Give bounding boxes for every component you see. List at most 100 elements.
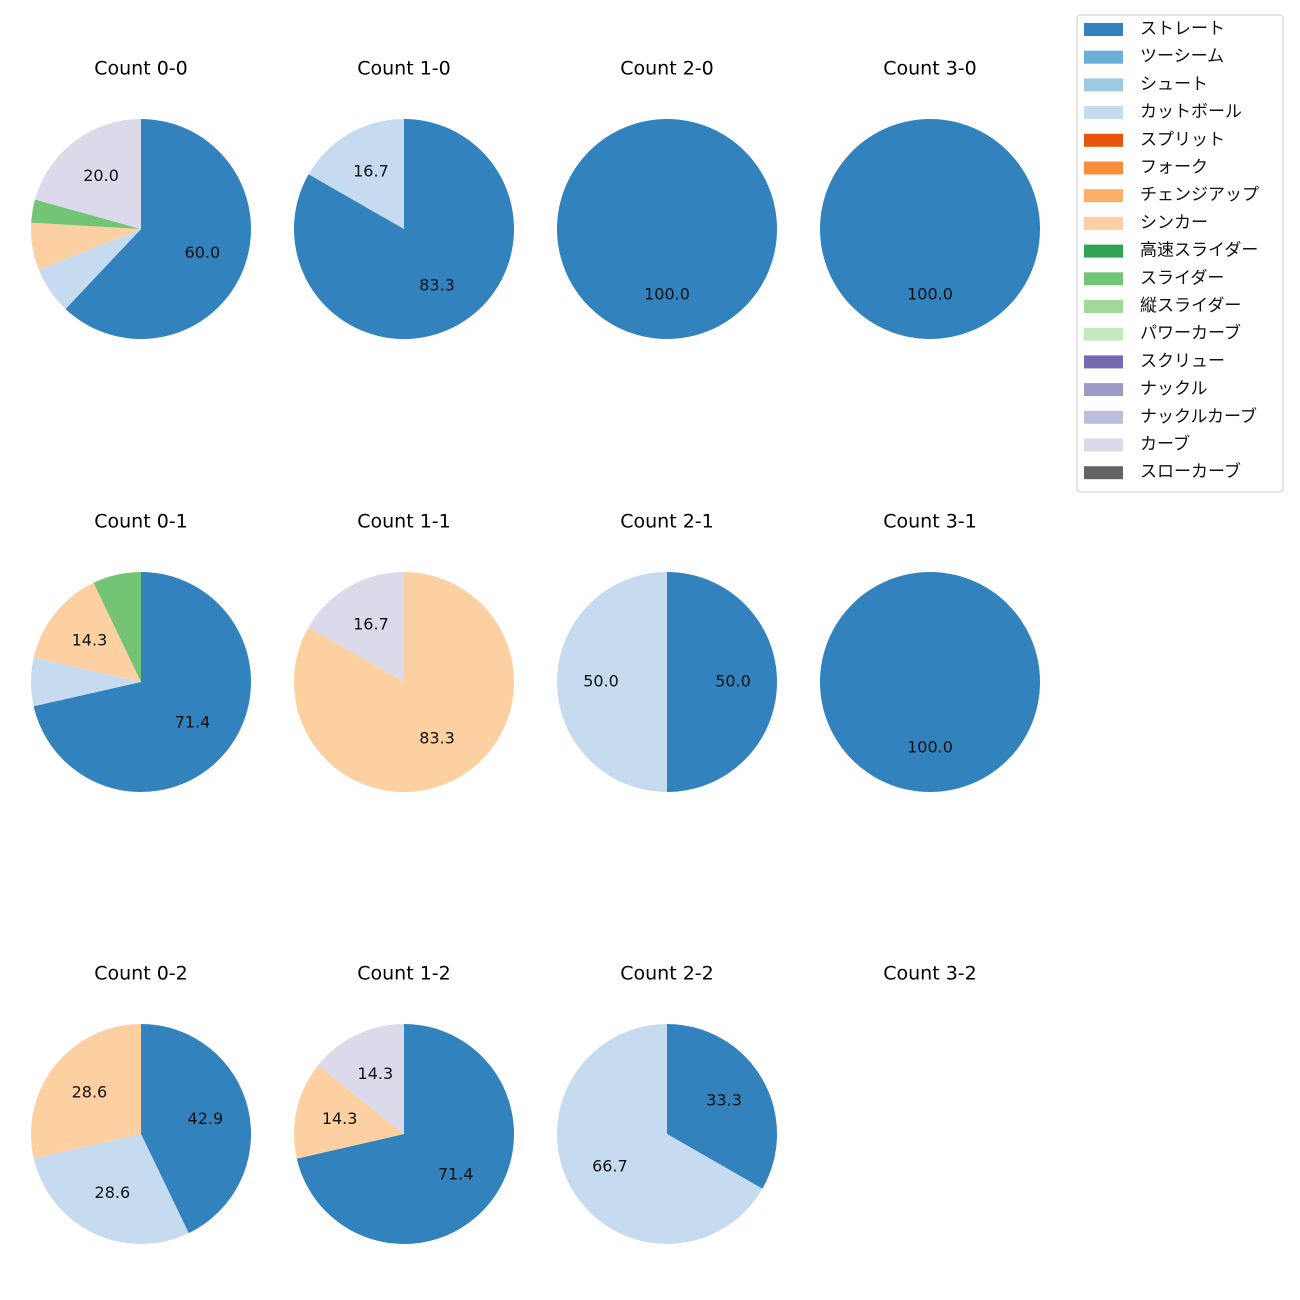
legend-label: スプリット	[1140, 130, 1225, 150]
legend-swatch	[1084, 410, 1123, 424]
legend-swatch	[1084, 23, 1123, 36]
legend-swatch	[1084, 78, 1123, 92]
pie-title: Count 0-2	[94, 963, 188, 985]
pie-slice	[820, 119, 1040, 339]
pie-chart: Count 1-0 83.3 16.7	[293, 58, 514, 339]
legend-item: ナックル	[1084, 379, 1208, 399]
slice-label: 33.3	[706, 1090, 742, 1109]
legend-item: ナックルカーブ	[1084, 406, 1257, 427]
legend-label: 縦スライダー	[1140, 296, 1241, 316]
pie-title: Count 2-1	[620, 511, 714, 533]
legend-swatch	[1084, 161, 1123, 175]
legend-item: スライダー	[1084, 268, 1224, 288]
legend-label: ツーシーム	[1140, 47, 1224, 67]
pie-slice	[33, 582, 141, 682]
legend-label: スライダー	[1140, 268, 1224, 288]
legend-label: シュート	[1140, 74, 1208, 94]
legend-swatch	[1084, 133, 1123, 147]
pie-slice	[293, 1065, 404, 1159]
legend-label: カーブ	[1140, 434, 1190, 455]
legend-frame	[1076, 14, 1284, 493]
legend-label: スローカーブ	[1140, 461, 1241, 482]
pie-slice	[35, 119, 141, 229]
legend-label: ナックルカーブ	[1140, 406, 1257, 427]
legend-item: スクリュー	[1084, 351, 1225, 371]
pie-title: Count 1-1	[357, 511, 451, 533]
legend-item: 高速スライダー	[1084, 241, 1258, 261]
legend-swatch	[1084, 106, 1123, 120]
pie-chart: Count 0-2 42.9 28.6 28.6	[31, 963, 252, 1245]
legend-item: 縦スライダー	[1084, 296, 1241, 316]
pie-slice	[33, 1134, 189, 1245]
legend-swatch	[1084, 300, 1123, 313]
legend-item: フォーク	[1084, 158, 1208, 178]
slice-label: 14.3	[72, 630, 108, 649]
pie-title: Count 0-1	[94, 511, 188, 533]
slice-label: 83.3	[419, 276, 455, 295]
pie-title: Count 0-0	[94, 58, 188, 80]
slice-label: 100.0	[907, 285, 953, 304]
pie-slice	[31, 1024, 141, 1159]
pie-title: Count 3-0	[883, 58, 977, 80]
pie-slice	[33, 572, 251, 792]
pie-chart: Count 3-0 100.0	[820, 58, 1040, 339]
pie-title: Count 3-2	[883, 963, 977, 985]
legend-swatch	[1084, 272, 1123, 286]
pie-chart: Count 2-1 50.0 50.0	[557, 511, 777, 792]
slice-label: 71.4	[438, 1165, 474, 1184]
legend-swatch	[1084, 355, 1123, 369]
pie-slice	[38, 229, 141, 309]
slice-label: 16.7	[353, 161, 389, 180]
pie-title: Count 1-2	[357, 963, 451, 985]
legend-swatch	[1084, 438, 1123, 452]
legend-label: スクリュー	[1140, 351, 1225, 371]
pie-slice	[557, 572, 667, 792]
pie-slice	[308, 119, 404, 229]
slice-label: 14.3	[358, 1064, 394, 1083]
slice-label: 28.6	[95, 1183, 131, 1202]
pie-slice	[293, 572, 514, 792]
pie-chart: Count 2-2 33.3 66.7	[557, 963, 778, 1244]
slice-label: 16.7	[353, 614, 389, 633]
legend-item: スローカーブ	[1084, 461, 1241, 482]
pie-slice	[296, 1024, 514, 1244]
pie-chart: Count 1-2 71.4 14.3 14.3	[293, 963, 514, 1244]
pie-slice	[31, 222, 142, 270]
legend: ストレートツーシームシュートカットボールスプリットフォークチェンジアップシンカー…	[1076, 14, 1284, 493]
pie-chart: Count 0-1 71.4 14.3	[30, 511, 251, 792]
legend-label: カットボール	[1140, 102, 1242, 122]
pie-title: Count 2-2	[620, 963, 714, 985]
slice-label: 50.0	[583, 672, 619, 691]
legend-label: パワーカーブ	[1140, 323, 1241, 344]
legend-item: パワーカーブ	[1084, 323, 1241, 344]
pie-chart: Count 1-1 83.3 16.7	[293, 511, 514, 792]
legend-label: チェンジアップ	[1140, 185, 1259, 205]
pie-chart: Count 0-0 60.0 20.0	[31, 58, 252, 339]
pie-chart: Count 3-1 100.0	[820, 511, 1040, 792]
slice-label: 83.3	[419, 729, 455, 748]
pie-slice	[30, 657, 142, 707]
legend-item: カーブ	[1084, 434, 1190, 455]
legend-label: ストレート	[1140, 19, 1225, 39]
legend-swatch	[1084, 327, 1123, 341]
legend-label: シンカー	[1140, 213, 1208, 233]
slice-label: 66.7	[592, 1157, 628, 1176]
slice-label: 100.0	[907, 738, 953, 757]
legend-swatch	[1084, 383, 1123, 397]
legend-swatch	[1084, 216, 1123, 230]
pie-slice	[557, 1024, 763, 1244]
slice-label: 100.0	[644, 285, 690, 304]
pie-title: Count 1-0	[357, 58, 451, 80]
slice-label: 50.0	[715, 672, 751, 691]
slice-label: 42.9	[188, 1109, 224, 1128]
slice-label: 60.0	[185, 243, 221, 262]
legend-item: カットボール	[1084, 102, 1242, 122]
pie-title: Count 2-0	[620, 58, 714, 80]
legend-item: チェンジアップ	[1084, 185, 1259, 205]
legend-label: ナックル	[1140, 379, 1208, 399]
legend-item: シュート	[1084, 74, 1208, 94]
slice-label: 20.0	[83, 166, 119, 185]
pie-chart: Count 2-0 100.0	[557, 58, 777, 339]
pie-slice	[31, 199, 141, 229]
